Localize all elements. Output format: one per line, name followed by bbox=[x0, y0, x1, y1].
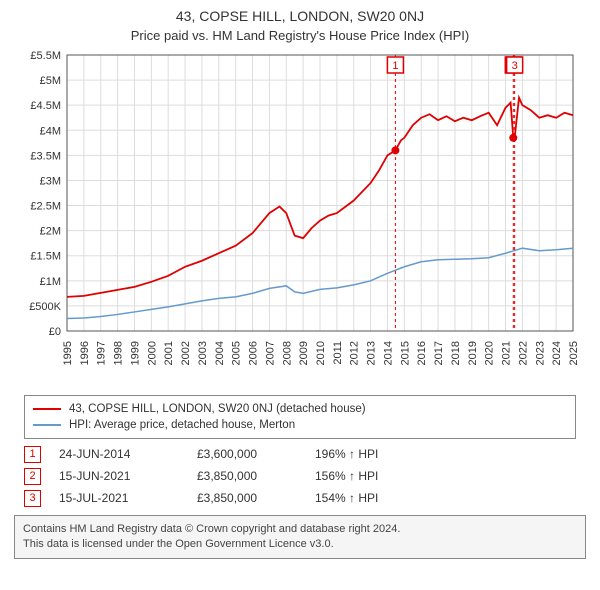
svg-text:£4M: £4M bbox=[40, 125, 61, 137]
svg-text:2023: 2023 bbox=[534, 341, 546, 365]
svg-text:£3M: £3M bbox=[40, 175, 61, 187]
transaction-price: £3,600,000 bbox=[197, 447, 297, 461]
svg-text:2002: 2002 bbox=[180, 341, 192, 365]
svg-text:2019: 2019 bbox=[467, 341, 479, 365]
svg-text:1997: 1997 bbox=[96, 341, 108, 365]
legend-swatch bbox=[33, 408, 61, 410]
svg-text:2017: 2017 bbox=[433, 341, 445, 365]
transaction-price: £3,850,000 bbox=[197, 491, 297, 505]
transaction-marker-icon: 1 bbox=[24, 446, 41, 463]
svg-text:2005: 2005 bbox=[231, 341, 243, 365]
svg-text:2020: 2020 bbox=[484, 341, 496, 365]
svg-text:2021: 2021 bbox=[501, 341, 513, 365]
footer-line: Contains HM Land Registry data © Crown c… bbox=[23, 522, 577, 537]
transaction-price: £3,850,000 bbox=[197, 469, 297, 483]
svg-text:2025: 2025 bbox=[568, 341, 580, 365]
svg-text:1996: 1996 bbox=[79, 341, 91, 365]
svg-text:2004: 2004 bbox=[214, 341, 226, 365]
svg-text:2015: 2015 bbox=[399, 341, 411, 365]
legend-item: HPI: Average price, detached house, Mert… bbox=[33, 417, 567, 433]
transaction-pct: 154% ↑ HPI bbox=[315, 491, 378, 505]
legend: 43, COPSE HILL, LONDON, SW20 0NJ (detach… bbox=[24, 395, 576, 439]
svg-text:3: 3 bbox=[512, 60, 518, 72]
svg-text:£5.5M: £5.5M bbox=[30, 50, 61, 62]
svg-text:£3.5M: £3.5M bbox=[30, 150, 61, 162]
table-row: 3 15-JUL-2021 £3,850,000 154% ↑ HPI bbox=[24, 487, 576, 509]
svg-text:1999: 1999 bbox=[129, 341, 141, 365]
transactions-table: 1 24-JUN-2014 £3,600,000 196% ↑ HPI 2 15… bbox=[24, 443, 576, 509]
legend-label: HPI: Average price, detached house, Mert… bbox=[69, 419, 295, 431]
svg-text:£5M: £5M bbox=[40, 75, 61, 87]
svg-text:2016: 2016 bbox=[416, 341, 428, 365]
svg-text:£1M: £1M bbox=[40, 276, 61, 288]
transaction-date: 15-JUL-2021 bbox=[59, 491, 179, 505]
footer-attribution: Contains HM Land Registry data © Crown c… bbox=[14, 515, 586, 559]
svg-text:2014: 2014 bbox=[382, 341, 394, 365]
legend-swatch bbox=[33, 424, 61, 426]
svg-text:1: 1 bbox=[392, 60, 398, 72]
svg-text:1995: 1995 bbox=[62, 341, 74, 365]
svg-text:1998: 1998 bbox=[113, 341, 125, 365]
page-subtitle: Price paid vs. HM Land Registry's House … bbox=[0, 28, 600, 43]
svg-text:2022: 2022 bbox=[517, 341, 529, 365]
svg-text:2009: 2009 bbox=[298, 341, 310, 365]
table-row: 2 15-JUN-2021 £3,850,000 156% ↑ HPI bbox=[24, 465, 576, 487]
transaction-date: 24-JUN-2014 bbox=[59, 447, 179, 461]
svg-text:2010: 2010 bbox=[315, 341, 327, 365]
price-chart: £0 £500K £1M £1.5M £2M £2.5M £3M £3.5M £4M £4.5M £… bbox=[15, 49, 585, 389]
table-row: 1 24-JUN-2014 £3,600,000 196% ↑ HPI bbox=[24, 443, 576, 465]
svg-text:2003: 2003 bbox=[197, 341, 209, 365]
svg-text:2007: 2007 bbox=[264, 341, 276, 365]
svg-text:£1.5M: £1.5M bbox=[30, 251, 61, 263]
svg-text:2018: 2018 bbox=[450, 341, 462, 365]
svg-text:£2M: £2M bbox=[40, 226, 61, 238]
legend-label: 43, COPSE HILL, LONDON, SW20 0NJ (detach… bbox=[69, 403, 366, 415]
svg-text:2000: 2000 bbox=[146, 341, 158, 365]
footer-line: This data is licensed under the Open Gov… bbox=[23, 537, 577, 552]
page-title: 43, COPSE HILL, LONDON, SW20 0NJ bbox=[0, 8, 600, 24]
svg-text:2013: 2013 bbox=[366, 341, 378, 365]
transaction-pct: 196% ↑ HPI bbox=[315, 447, 378, 461]
svg-text:2012: 2012 bbox=[349, 341, 361, 365]
svg-text:2011: 2011 bbox=[332, 341, 344, 365]
svg-text:2001: 2001 bbox=[163, 341, 175, 365]
transaction-date: 15-JUN-2021 bbox=[59, 469, 179, 483]
svg-text:2006: 2006 bbox=[248, 341, 260, 365]
svg-text:£500K: £500K bbox=[29, 301, 61, 313]
svg-text:£0: £0 bbox=[49, 326, 61, 338]
svg-text:2024: 2024 bbox=[551, 341, 563, 365]
transaction-marker-icon: 3 bbox=[24, 490, 41, 507]
legend-item: 43, COPSE HILL, LONDON, SW20 0NJ (detach… bbox=[33, 401, 567, 417]
transaction-pct: 156% ↑ HPI bbox=[315, 469, 378, 483]
svg-text:£4.5M: £4.5M bbox=[30, 100, 61, 112]
transaction-marker-icon: 2 bbox=[24, 468, 41, 485]
svg-text:£2.5M: £2.5M bbox=[30, 201, 61, 213]
svg-text:2008: 2008 bbox=[281, 341, 293, 365]
